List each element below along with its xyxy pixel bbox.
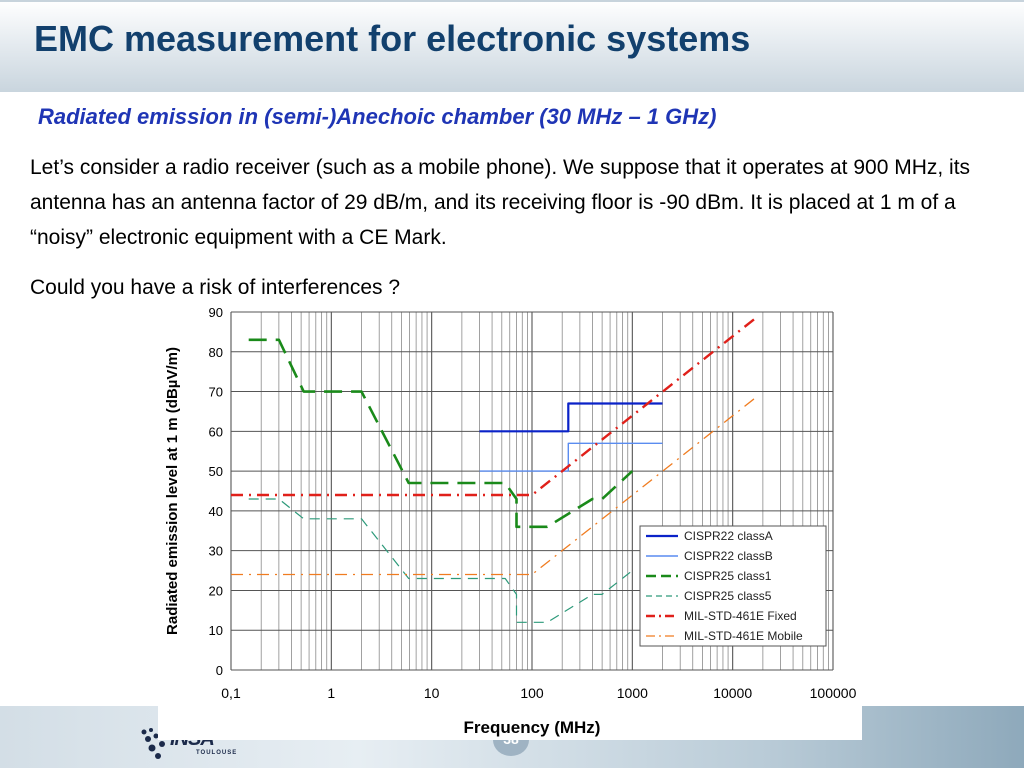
title-banner-edge xyxy=(0,0,1024,2)
series-line-2 xyxy=(479,442,663,472)
y-tick-label: 0 xyxy=(216,663,223,678)
series-line-4 xyxy=(248,498,633,623)
chart-canvas: 0 10 20 30 40 50 60 70 80 90 0,1 1 10 100 1000 10000 100… xyxy=(164,305,857,737)
legend-label: CISPR25 class1 xyxy=(684,569,772,583)
x-tick-label: 10 xyxy=(424,685,440,701)
logo-subtext: TOULOUSE xyxy=(196,750,238,756)
series-line-6 xyxy=(231,394,759,576)
y-tick-label: 20 xyxy=(209,583,223,598)
y-tick-label: 70 xyxy=(209,385,223,400)
x-tick-label: 100000 xyxy=(810,685,857,701)
x-tick-label: 1 xyxy=(327,685,335,701)
x-axis-label: Frequency (MHz) xyxy=(464,718,601,737)
x-tick-label: 1000 xyxy=(617,685,648,701)
y-axis-label: Radiated emission level at 1 m (dBµV/m) xyxy=(164,347,181,635)
insa-logo-icon xyxy=(141,728,165,759)
legend-label: CISPR25 class5 xyxy=(684,589,772,603)
x-tick-label: 0,1 xyxy=(221,685,241,701)
emission-limits-chart: 0 10 20 30 40 50 60 70 80 90 0,1 1 10 100 1000 10000 100… xyxy=(158,300,862,740)
slide-title: EMC measurement for electronic systems xyxy=(34,18,751,59)
series-line-3 xyxy=(248,338,634,529)
series-line-1 xyxy=(479,402,663,433)
title-banner xyxy=(0,0,1024,92)
y-tick-label: 40 xyxy=(209,504,223,519)
slide-subtitle: Radiated emission in (semi-)Anechoic cha… xyxy=(38,104,717,129)
y-tick-label: 60 xyxy=(209,424,223,439)
y-tick-label: 30 xyxy=(209,544,223,559)
body-paragraph-2: Could you have a risk of interferences ? xyxy=(30,276,401,299)
series-line-5 xyxy=(231,315,760,497)
legend-label: CISPR22 classA xyxy=(684,529,773,543)
legend-label: MIL-STD-461E Fixed xyxy=(684,609,797,623)
y-tick-label: 90 xyxy=(209,305,223,320)
legend-box xyxy=(639,525,827,647)
x-tick-label: 10000 xyxy=(713,685,752,701)
legend-label: CISPR22 classB xyxy=(684,549,773,563)
y-tick-label: 10 xyxy=(209,623,223,638)
y-tick-label: 80 xyxy=(209,345,223,360)
x-tick-label: 100 xyxy=(520,685,544,701)
body-paragraph-1: Let’s consider a radio receiver (such as… xyxy=(30,156,971,249)
legend-label: MIL-STD-461E Mobile xyxy=(684,629,803,643)
y-tick-label: 50 xyxy=(209,464,223,479)
